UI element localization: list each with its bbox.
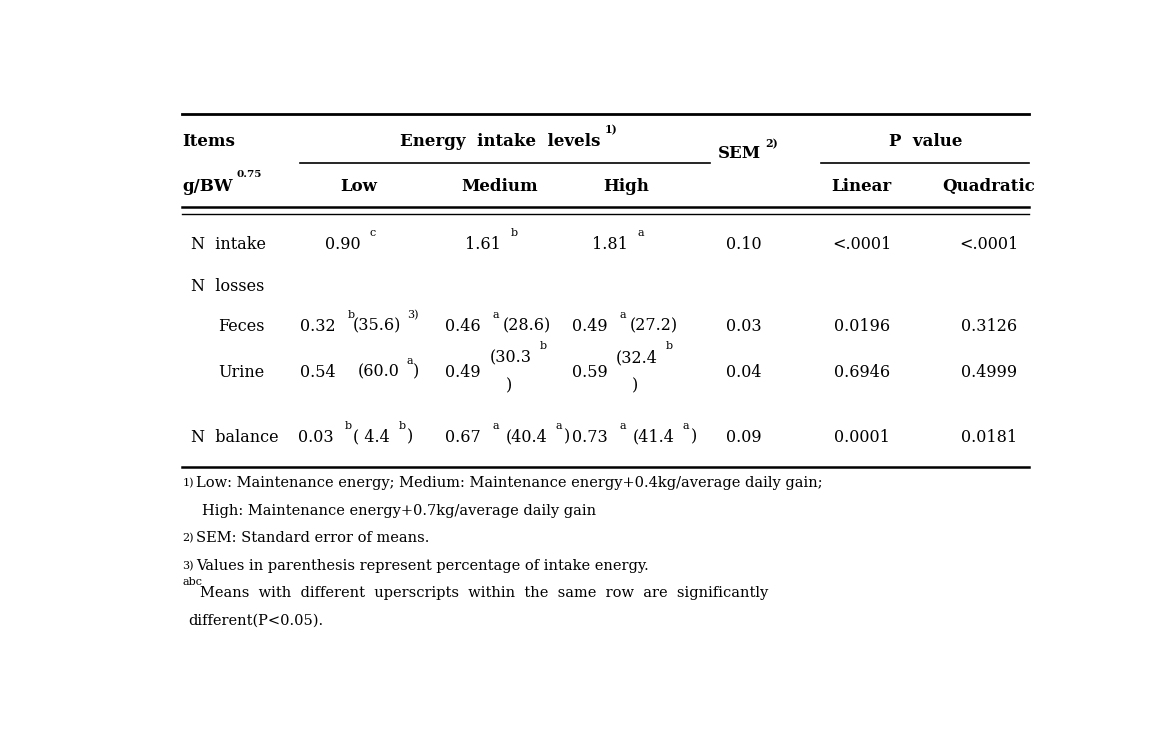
Text: 0.59: 0.59 [572, 363, 608, 380]
Text: (41.4: (41.4 [632, 428, 675, 445]
Text: 2): 2) [765, 138, 777, 149]
Text: N  balance: N balance [192, 428, 279, 445]
Text: 0.0001: 0.0001 [833, 428, 890, 445]
Text: SEM: SEM [718, 145, 761, 163]
Text: 0.4999: 0.4999 [961, 363, 1017, 380]
Text: 2): 2) [182, 533, 194, 543]
Text: g/BW: g/BW [182, 178, 233, 195]
Text: 1): 1) [604, 125, 617, 135]
Text: different(P<0.05).: different(P<0.05). [188, 614, 323, 628]
Text: 0.3126: 0.3126 [961, 318, 1017, 335]
Text: (60.0: (60.0 [358, 363, 400, 380]
Text: (30.3: (30.3 [490, 349, 532, 366]
Text: ( 4.4: ( 4.4 [353, 428, 390, 445]
Text: Energy  intake  levels: Energy intake levels [400, 133, 601, 150]
Text: 0.54: 0.54 [300, 363, 336, 380]
Text: a: a [620, 421, 625, 430]
Text: (35.6): (35.6) [353, 318, 401, 335]
Text: b: b [345, 421, 352, 430]
Text: 0.46: 0.46 [445, 318, 480, 335]
Text: Quadratic: Quadratic [942, 178, 1035, 195]
Text: 0.73: 0.73 [572, 428, 608, 445]
Text: (27.2): (27.2) [629, 318, 678, 335]
Text: ): ) [407, 428, 414, 445]
Text: 0.0196: 0.0196 [833, 318, 890, 335]
Text: Urine: Urine [219, 363, 265, 380]
Text: N  losses: N losses [192, 278, 265, 295]
Text: b: b [539, 341, 546, 351]
Text: b: b [666, 341, 673, 351]
Text: b: b [511, 228, 518, 238]
Text: c: c [369, 228, 376, 238]
Text: High: High [603, 178, 649, 195]
Text: Low: Maintenance energy; Medium: Maintenance energy+0.4kg/average daily gain;: Low: Maintenance energy; Medium: Mainten… [196, 476, 823, 490]
Text: abc: abc [182, 577, 202, 587]
Text: 1.61: 1.61 [465, 236, 502, 253]
Text: (40.4: (40.4 [506, 428, 547, 445]
Text: Medium: Medium [461, 178, 538, 195]
Text: (28.6): (28.6) [503, 318, 551, 335]
Text: 0.10: 0.10 [726, 236, 762, 253]
Text: a: a [555, 421, 562, 430]
Text: a: a [492, 421, 499, 430]
Text: (32.4: (32.4 [616, 349, 658, 366]
Text: 0.6946: 0.6946 [833, 363, 890, 380]
Text: b: b [347, 310, 354, 320]
Text: a: a [620, 310, 625, 320]
Text: a: a [637, 228, 644, 238]
Text: 3): 3) [407, 310, 419, 320]
Text: a: a [683, 421, 689, 430]
Text: <.0001: <.0001 [832, 236, 892, 253]
Text: 0.04: 0.04 [726, 363, 762, 380]
Text: 3): 3) [182, 560, 194, 571]
Text: 1): 1) [182, 478, 194, 488]
Text: Feces: Feces [219, 318, 265, 335]
Text: Means  with  different  uperscripts  within  the  same  row  are  significantly: Means with different uperscripts within … [201, 586, 769, 601]
Text: ): ) [505, 377, 512, 395]
Text: SEM: Standard error of means.: SEM: Standard error of means. [196, 531, 429, 545]
Text: 0.75: 0.75 [236, 170, 262, 179]
Text: a: a [406, 356, 413, 366]
Text: b: b [399, 421, 406, 430]
Text: 0.90: 0.90 [325, 236, 360, 253]
Text: 0.03: 0.03 [298, 428, 333, 445]
Text: <.0001: <.0001 [959, 236, 1018, 253]
Text: 0.32: 0.32 [300, 318, 336, 335]
Text: ): ) [413, 363, 419, 380]
Text: 0.49: 0.49 [573, 318, 608, 335]
Text: ): ) [563, 428, 570, 445]
Text: P  value: P value [888, 133, 962, 150]
Text: 1.81: 1.81 [592, 236, 628, 253]
Text: High: Maintenance energy+0.7kg/average daily gain: High: Maintenance energy+0.7kg/average d… [202, 504, 596, 518]
Text: Linear: Linear [831, 178, 892, 195]
Text: 0.49: 0.49 [445, 363, 480, 380]
Text: Items: Items [182, 133, 235, 150]
Text: Low: Low [340, 178, 378, 195]
Text: 0.0181: 0.0181 [961, 428, 1017, 445]
Text: ): ) [632, 377, 638, 395]
Text: 0.03: 0.03 [726, 318, 762, 335]
Text: 0.67: 0.67 [445, 428, 482, 445]
Text: ): ) [691, 428, 697, 445]
Text: Values in parenthesis represent percentage of intake energy.: Values in parenthesis represent percenta… [196, 559, 649, 573]
Text: a: a [492, 310, 499, 320]
Text: N  intake: N intake [192, 236, 267, 253]
Text: 0.09: 0.09 [726, 428, 762, 445]
